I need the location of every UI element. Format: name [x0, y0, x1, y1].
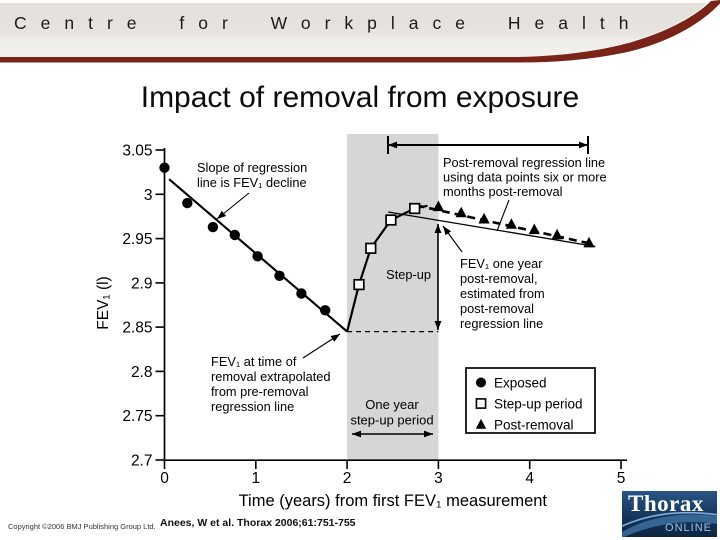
y-tick-label: 2.7	[131, 453, 153, 470]
slide-title: Impact of removal from exposure	[140, 81, 580, 114]
band-label: One year	[365, 397, 419, 412]
post-removal-point	[551, 228, 563, 240]
post-removal-line-note: using data points six or more	[443, 170, 607, 185]
band-span-arrow-head	[352, 430, 361, 438]
post-removal-line-note: Post-removal regression line	[443, 155, 605, 170]
x-axis-title: Time (years) from first FEV₁ measurement	[239, 492, 548, 510]
logo-word: Thorax	[628, 491, 704, 516]
exposed-point	[229, 229, 240, 241]
post-removal-point	[478, 212, 490, 224]
post-removal-point	[528, 223, 540, 235]
post-removal-dashed-line	[416, 204, 594, 246]
legend-label: Step-up period	[494, 396, 583, 411]
one-year-callout-head	[443, 226, 452, 236]
logo-online-label: ONLINE	[665, 522, 712, 534]
header-swoosh	[0, 0, 720, 63]
removal-note: regression line	[211, 399, 294, 414]
post-removal-span-arrow-head	[579, 141, 588, 149]
legend-label: Exposed	[494, 375, 547, 390]
exposed-point	[274, 270, 285, 281]
exposed-point	[320, 305, 331, 316]
step-up-arrow-head	[434, 321, 442, 330]
header-band: Centre for Workplace Health	[0, 0, 720, 64]
legend-label: Post-removal	[494, 417, 574, 432]
x-tick-label: 0	[160, 470, 169, 487]
post-line-callout	[496, 199, 510, 232]
step-up-point	[353, 278, 365, 291]
citation-text: Anees, W et al. Thorax 2006;61:751-755	[160, 517, 356, 529]
band-label: step-up period	[350, 413, 433, 428]
x-tick-label: 2	[343, 470, 352, 487]
legend-circle-icon	[476, 377, 486, 388]
one-year-note: post-removal	[460, 301, 534, 316]
y-tick-label: 2.95	[122, 231, 152, 248]
post-removal-line-note: months post-removal	[443, 184, 562, 199]
one-year-note: regression line	[460, 316, 543, 331]
post-removal-regression-line	[388, 211, 596, 248]
removal-note: from pre-removal	[211, 384, 308, 399]
exposed-point	[182, 197, 193, 209]
x-tick-label: 3	[434, 470, 443, 487]
step-up-point	[385, 214, 397, 226]
step-up-label: Step-up	[386, 267, 431, 282]
post-removal-point	[505, 218, 517, 229]
slope-note: Slope of regression	[197, 160, 307, 175]
y-axis-title: FEV₁ (l)	[95, 276, 112, 329]
post-removal-span-arrow-head	[388, 141, 397, 149]
one-year-note: estimated from	[460, 286, 545, 301]
x-tick-label: 5	[617, 470, 626, 487]
y-tick-label: 2.85	[122, 320, 152, 337]
post-removal-point	[432, 200, 444, 212]
post-removal-point	[455, 206, 467, 218]
exposed-point	[252, 251, 263, 262]
step-up-point	[409, 202, 421, 215]
logo-swoosh-icon	[622, 511, 717, 537]
y-tick-label: 2.9	[131, 275, 153, 292]
slope-note: line is FEV₁ decline	[197, 175, 307, 190]
exposed-point	[207, 221, 219, 233]
y-tick-label: 3.05	[122, 143, 152, 160]
removal-callout-head	[330, 334, 340, 342]
removal-note: FEV₁ at time of	[211, 354, 297, 369]
x-tick-label: 4	[525, 470, 534, 487]
copyright-text: Copyright ©2006 BMJ Publishing Group Ltd…	[8, 522, 156, 531]
brand-title: Centre for Workplace Health	[14, 13, 643, 33]
removal-note: removal extrapolated	[211, 369, 331, 384]
one-year-note: post-removal,	[460, 271, 538, 286]
header-gray-shape	[0, 3, 707, 57]
one-year-note: FEV₁ one year	[460, 256, 543, 271]
step-up-arrow-head	[434, 224, 442, 233]
legend-box	[465, 367, 596, 434]
slope-callout-head	[217, 210, 227, 219]
legend-square-icon	[475, 398, 487, 409]
post-removal-point	[583, 236, 595, 248]
band-span-arrow-head	[424, 430, 433, 438]
x-tick-label: 1	[251, 470, 260, 487]
legend-triangle-icon	[475, 418, 487, 429]
y-tick-label: 3	[144, 187, 153, 204]
y-tick-label: 2.8	[131, 364, 153, 381]
thorax-online-logo: Thorax ONLINE	[622, 491, 717, 537]
step-up-point	[365, 242, 377, 254]
y-tick-label: 2.75	[122, 408, 152, 425]
step-up-band	[347, 134, 439, 460]
exposed-point	[296, 288, 307, 299]
